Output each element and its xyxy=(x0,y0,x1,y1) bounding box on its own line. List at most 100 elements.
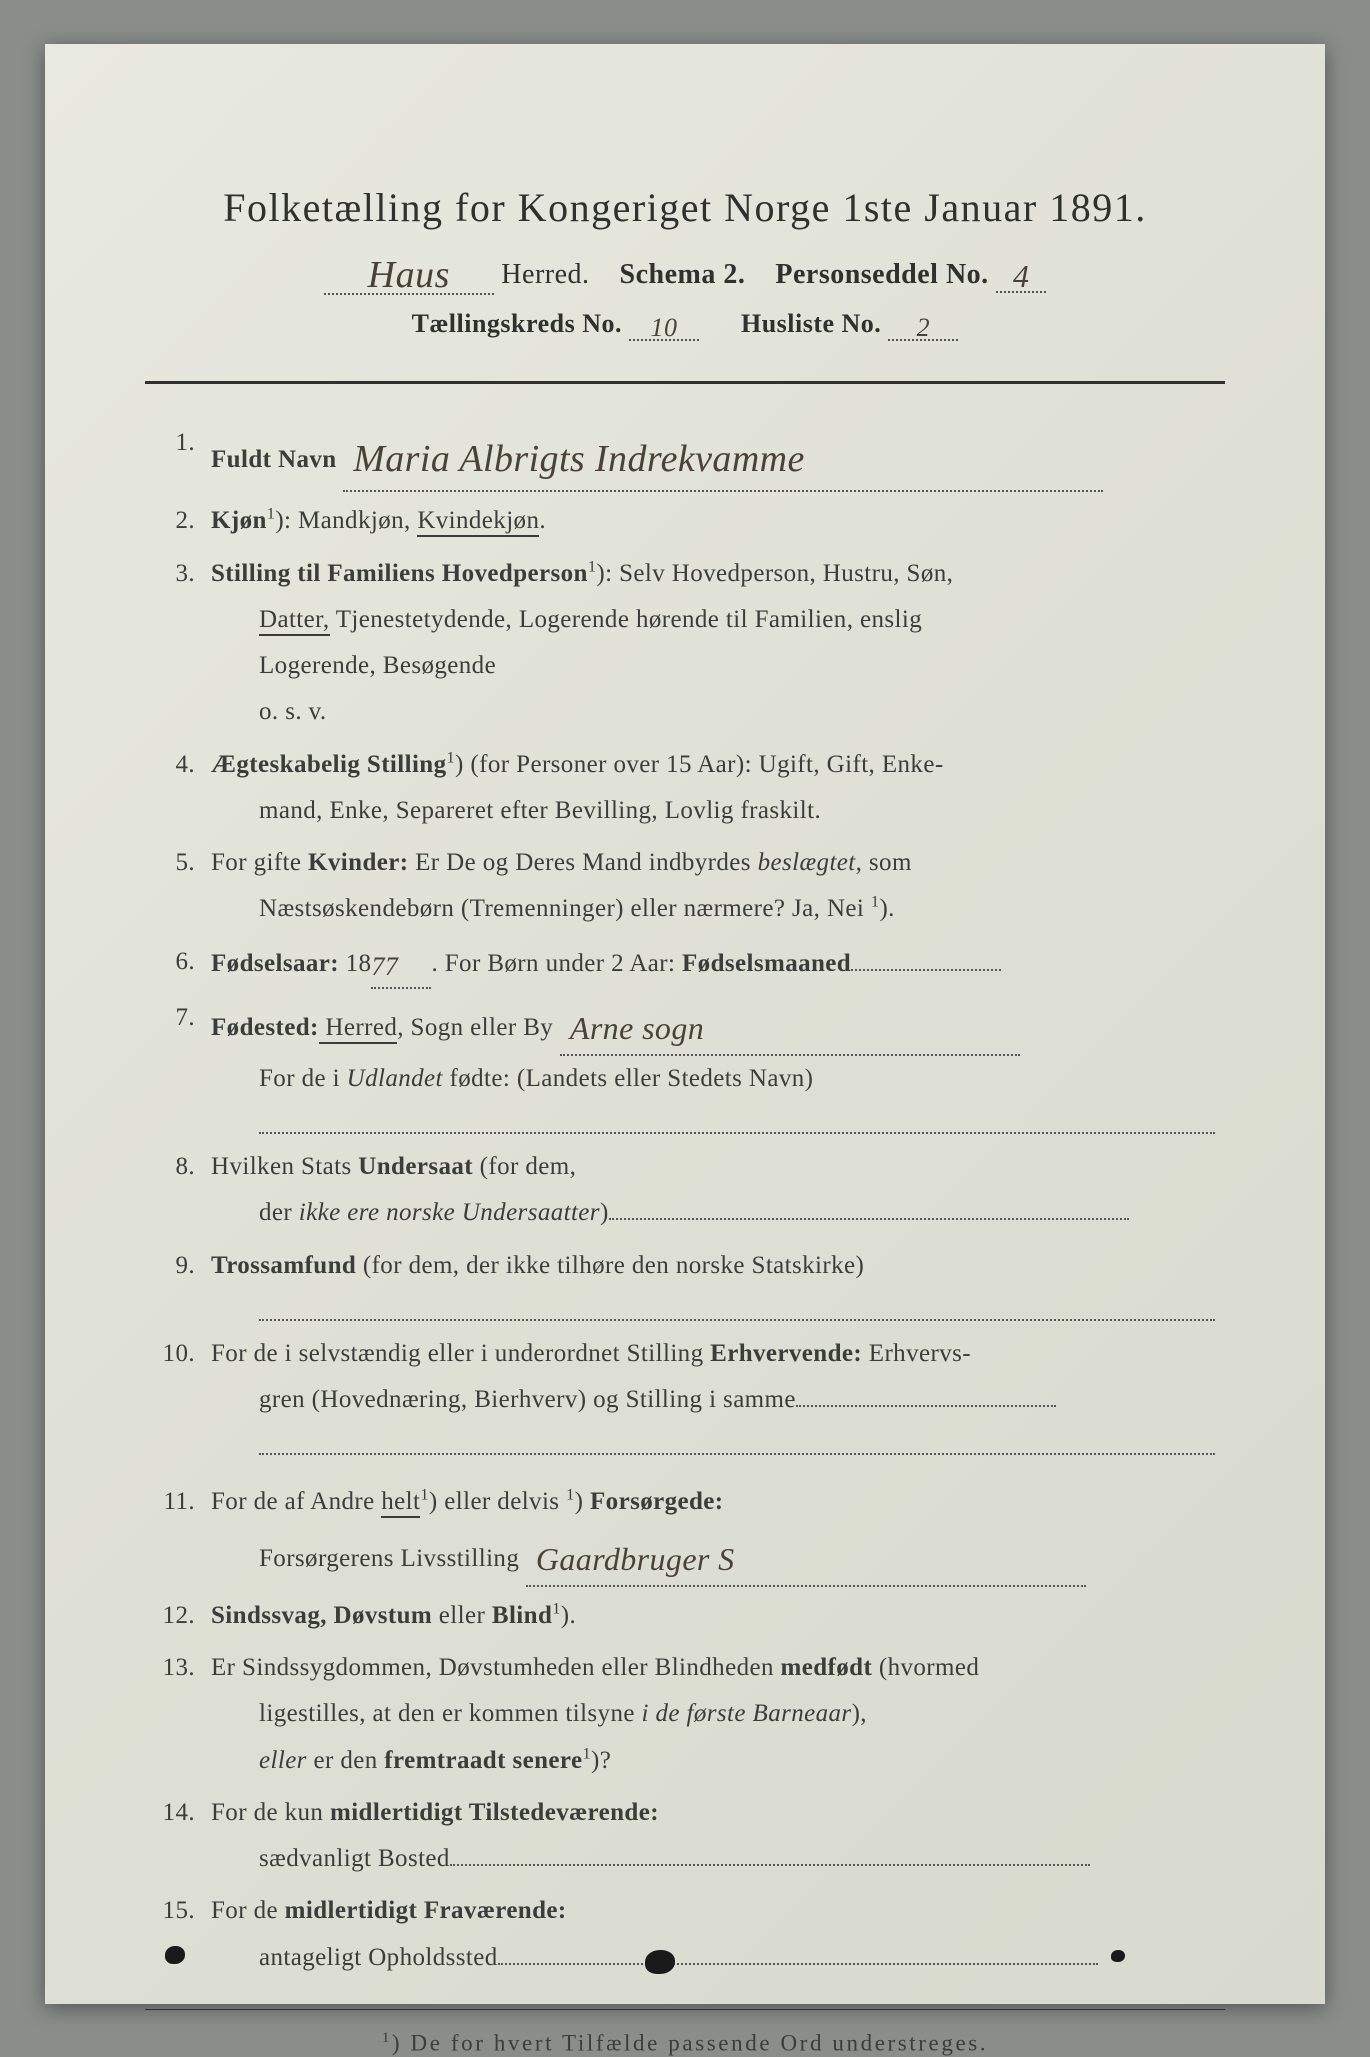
header-block: Folketælling for Kongeriget Norge 1ste J… xyxy=(145,184,1225,341)
item-15: 15. For de midlertidigt Fraværende: anta… xyxy=(155,1888,1215,1981)
line2: Datter, Tjenestetydende, Logerende høren… xyxy=(211,597,1215,643)
label: midlertidigt Fraværende: xyxy=(285,1897,567,1924)
herred-label: Herred. xyxy=(501,259,589,290)
label: Stilling til Familiens Hovedperson xyxy=(211,560,588,587)
name-handwritten: Maria Albrigts Indrekvamme xyxy=(353,438,805,480)
item-10: 10. For de i selvstændig eller i underor… xyxy=(155,1331,1215,1460)
footnote: 1) De for hvert Tilfælde passende Ord un… xyxy=(145,2030,1225,2057)
u1: helt xyxy=(381,1488,420,1518)
item-body: For de i selvstændig eller i underordnet… xyxy=(211,1331,1215,1460)
tb: (hvormed xyxy=(872,1654,979,1681)
sup: 1 xyxy=(447,748,456,766)
dotted xyxy=(796,1405,1056,1407)
italic: beslægtet, xyxy=(758,849,863,876)
item-body: Ægteskabelig Stilling1) (for Personer ov… xyxy=(211,742,1215,835)
line3: Logerende, Besøgende xyxy=(211,643,1215,689)
label: Ægteskabelig Stilling xyxy=(211,751,447,778)
line2: For de i Udlandet fødte: (Landets eller … xyxy=(211,1056,1215,1102)
item-7: 7. Fødested: Herred, Sogn eller By Arne … xyxy=(155,995,1215,1138)
item-body: Kjøn1): Mandkjøn, Kvindekjøn. xyxy=(211,498,1215,544)
line2: mand, Enke, Separeret efter Bevilling, L… xyxy=(211,788,1215,834)
item-body: Fødselsaar: 1877. For Børn under 2 Aar: … xyxy=(211,939,1215,989)
item-body: Hvilken Stats Undersaat (for dem, der ik… xyxy=(211,1144,1215,1237)
kreds-field: 10 xyxy=(629,309,699,341)
line2: antageligt Opholdssted xyxy=(211,1935,1215,1981)
line2: gren (Hovednæring, Bierhverv) og Stillin… xyxy=(211,1377,1215,1423)
label: Forsørgede: xyxy=(590,1488,724,1515)
mid: . For Børn under 2 Aar: xyxy=(431,950,682,977)
item-num: 10. xyxy=(155,1331,211,1460)
ta: For de i selvstændig eller i underordnet… xyxy=(211,1340,710,1367)
item-num: 11. xyxy=(155,1479,211,1586)
kreds-label: Tællingskreds No. xyxy=(412,309,622,338)
hand: Gaardbruger S xyxy=(536,1541,735,1577)
tb: Erhvervs- xyxy=(862,1340,971,1367)
personseddel-field: 4 xyxy=(996,254,1046,293)
item-num: 14. xyxy=(155,1790,211,1883)
l2: sædvanligt Bosted xyxy=(259,1845,450,1872)
item-body: Fødested: Herred, Sogn eller By Arne sog… xyxy=(211,995,1215,1138)
paper-spot xyxy=(1111,1950,1125,1962)
item-num: 2. xyxy=(155,498,211,544)
label: Erhvervende: xyxy=(710,1340,862,1367)
line2: der ikke ere norske Undersaatter) xyxy=(211,1190,1215,1236)
label: Trossamfund xyxy=(211,1252,356,1279)
line3: eller er den fremtraadt senere1)? xyxy=(211,1738,1215,1784)
rest: Tjenestetydende, Logerende hørende til F… xyxy=(330,606,923,633)
footnote-sup: 1 xyxy=(382,2030,392,2046)
place-hand: Arne sogn xyxy=(570,1010,704,1046)
line2: Næstsøskendebørn (Tremenninger) eller næ… xyxy=(211,886,1215,932)
l3b: fremtraadt senere xyxy=(384,1747,582,1774)
dotted xyxy=(609,1218,1129,1220)
mid: eller xyxy=(432,1602,492,1629)
pre: For gifte xyxy=(211,849,308,876)
dotted xyxy=(498,1963,1098,1965)
field: Gaardbruger S xyxy=(526,1526,1086,1587)
paper-spot xyxy=(645,1950,675,1974)
item-14: 14. For de kun midlertidigt Tilstedevære… xyxy=(155,1790,1215,1883)
ta: For de af Andre xyxy=(211,1488,381,1515)
personseddel-label: Personseddel No. xyxy=(775,259,988,290)
personseddel-no: 4 xyxy=(1013,258,1030,294)
year-prefix: 18 xyxy=(339,950,371,977)
tail1: ) (for Personer over 15 Aar): Ugift, Gif… xyxy=(455,751,944,778)
item-body: Fuldt Navn Maria Albrigts Indrekvamme xyxy=(211,420,1215,492)
l2label: Forsørgerens Livsstilling xyxy=(259,1545,519,1572)
label: Fuldt Navn xyxy=(211,446,337,473)
item-8: 8. Hvilken Stats Undersaat (for dem, der… xyxy=(155,1144,1215,1237)
item-body: Trossamfund (for dem, der ikke tilhøre d… xyxy=(211,1243,1215,1325)
sup: 1 xyxy=(552,1600,561,1618)
line2: ligestilles, at den er kommen tilsyne i … xyxy=(211,1691,1215,1737)
ta: For de xyxy=(211,1897,285,1924)
mid1: ) eller delvis xyxy=(429,1488,566,1515)
l2a: Næstsøskendebørn (Tremenninger) eller næ… xyxy=(259,895,871,922)
dotted xyxy=(450,1864,1090,1866)
place-field: Arne sogn xyxy=(560,995,1020,1056)
item-1: 1. Fuldt Navn Maria Albrigts Indrekvamme xyxy=(155,420,1215,492)
line2: Forsørgerens Livsstilling Gaardbruger S xyxy=(211,1526,1215,1587)
tb: (for dem, xyxy=(473,1153,576,1180)
l2a: der xyxy=(259,1199,299,1226)
l2b: ) xyxy=(600,1199,609,1226)
item-body: For de af Andre helt1) eller delvis 1) F… xyxy=(211,1479,1215,1586)
item-num: 4. xyxy=(155,742,211,835)
ta: Er Sindssygdommen, Døvstumheden eller Bl… xyxy=(211,1654,781,1681)
l3sup: 1 xyxy=(582,1744,591,1762)
item-body: For gifte Kvinder: Er De og Deres Mand i… xyxy=(211,840,1215,933)
year-field: 77 xyxy=(371,939,431,989)
l2: gren (Hovednæring, Bierhverv) og Stillin… xyxy=(259,1386,796,1413)
tail-a: Er De og Deres Mand indbyrdes xyxy=(408,849,757,876)
line2: sædvanligt Bosted xyxy=(211,1836,1215,1882)
paper-spot xyxy=(165,1946,185,1964)
herred-handwritten: Haus xyxy=(368,254,450,296)
l2italic: Udlandet xyxy=(347,1065,443,1092)
item-body: Er Sindssygdommen, Døvstumheden eller Bl… xyxy=(211,1645,1215,1784)
label: Kvinder: xyxy=(308,849,408,876)
underlined: Herred xyxy=(319,1014,397,1044)
sup2: 1 xyxy=(566,1486,575,1504)
item-body: Stilling til Familiens Hovedperson1): Se… xyxy=(211,551,1215,736)
l2b: fødte: (Landets eller Stedets Navn) xyxy=(443,1065,814,1092)
divider-top xyxy=(145,381,1225,384)
item-num: 6. xyxy=(155,939,211,989)
husliste-field: 2 xyxy=(888,309,958,341)
